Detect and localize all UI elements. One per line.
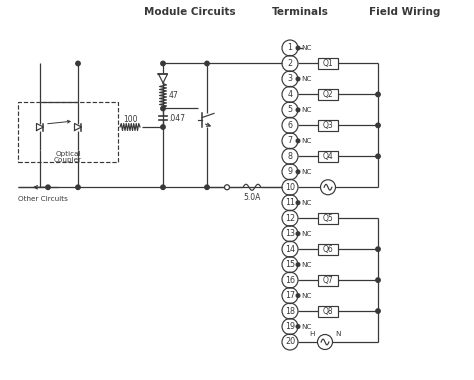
- Text: NC: NC: [301, 262, 311, 268]
- Text: Optical: Optical: [55, 151, 81, 157]
- Text: NC: NC: [301, 293, 311, 299]
- Text: Field Wiring: Field Wiring: [369, 7, 441, 17]
- Polygon shape: [74, 124, 82, 130]
- Text: Q1: Q1: [323, 59, 333, 68]
- Text: 13: 13: [285, 229, 295, 238]
- Text: Coupler: Coupler: [54, 157, 82, 163]
- Text: NC: NC: [301, 138, 311, 144]
- Circle shape: [296, 201, 300, 204]
- Text: 18: 18: [285, 307, 295, 315]
- Circle shape: [46, 185, 50, 190]
- Circle shape: [205, 185, 209, 190]
- Text: 19: 19: [285, 322, 295, 331]
- Circle shape: [296, 294, 300, 298]
- Circle shape: [376, 123, 380, 128]
- Circle shape: [296, 232, 300, 236]
- Circle shape: [376, 154, 380, 158]
- Text: 3: 3: [288, 74, 292, 84]
- Text: 16: 16: [285, 276, 295, 285]
- FancyBboxPatch shape: [318, 120, 338, 131]
- Circle shape: [296, 46, 300, 50]
- FancyBboxPatch shape: [318, 244, 338, 255]
- Circle shape: [376, 247, 380, 251]
- Polygon shape: [36, 124, 44, 130]
- Text: 17: 17: [285, 291, 295, 300]
- FancyBboxPatch shape: [318, 151, 338, 162]
- Text: Q6: Q6: [323, 245, 333, 254]
- Circle shape: [376, 309, 380, 313]
- Text: 5: 5: [287, 105, 292, 114]
- Text: NC: NC: [301, 200, 311, 206]
- Circle shape: [161, 106, 165, 111]
- Text: H: H: [309, 331, 315, 337]
- Circle shape: [161, 61, 165, 66]
- Text: 20: 20: [285, 337, 295, 347]
- Text: 14: 14: [285, 245, 295, 254]
- Text: 5.0A: 5.0A: [243, 193, 261, 202]
- Circle shape: [161, 125, 165, 129]
- Text: 11: 11: [285, 198, 295, 207]
- Text: 4: 4: [288, 90, 292, 99]
- Text: 2: 2: [287, 59, 292, 68]
- Text: NC: NC: [301, 169, 311, 175]
- Text: Q7: Q7: [323, 276, 333, 285]
- Text: .047: .047: [168, 114, 185, 123]
- Text: NC: NC: [301, 323, 311, 329]
- FancyBboxPatch shape: [318, 306, 338, 317]
- Text: Other Circuits: Other Circuits: [18, 196, 68, 202]
- Text: 12: 12: [285, 214, 295, 223]
- Circle shape: [296, 108, 300, 112]
- Text: NC: NC: [301, 45, 311, 51]
- Circle shape: [225, 185, 229, 190]
- Circle shape: [296, 170, 300, 174]
- Polygon shape: [158, 74, 167, 83]
- Circle shape: [296, 139, 300, 142]
- Circle shape: [376, 278, 380, 282]
- Text: 47: 47: [169, 91, 179, 100]
- Circle shape: [296, 77, 300, 81]
- FancyBboxPatch shape: [18, 102, 118, 162]
- FancyBboxPatch shape: [318, 213, 338, 224]
- Text: 15: 15: [285, 260, 295, 269]
- Text: 10: 10: [285, 183, 295, 192]
- Circle shape: [296, 325, 300, 328]
- Text: Terminals: Terminals: [272, 7, 328, 17]
- Text: NC: NC: [301, 76, 311, 82]
- Text: Q4: Q4: [323, 152, 333, 161]
- FancyBboxPatch shape: [318, 58, 338, 69]
- Text: Q5: Q5: [323, 214, 333, 223]
- Circle shape: [376, 92, 380, 97]
- Circle shape: [296, 263, 300, 266]
- Text: Module Circuits: Module Circuits: [144, 7, 236, 17]
- Text: Q3: Q3: [323, 121, 333, 130]
- Text: 9: 9: [287, 167, 292, 176]
- Circle shape: [161, 185, 165, 190]
- Circle shape: [76, 185, 80, 190]
- Text: 1: 1: [288, 43, 292, 52]
- Text: 6: 6: [288, 121, 292, 130]
- FancyBboxPatch shape: [318, 275, 338, 286]
- Text: 8: 8: [288, 152, 292, 161]
- Text: 7: 7: [287, 136, 292, 145]
- Text: NC: NC: [301, 231, 311, 237]
- Text: N: N: [336, 331, 341, 337]
- Text: NC: NC: [301, 107, 311, 113]
- Text: Q2: Q2: [323, 90, 333, 99]
- FancyBboxPatch shape: [318, 89, 338, 100]
- Text: Q8: Q8: [323, 307, 333, 315]
- Text: 100: 100: [123, 114, 137, 124]
- Circle shape: [76, 61, 80, 66]
- Circle shape: [205, 61, 209, 66]
